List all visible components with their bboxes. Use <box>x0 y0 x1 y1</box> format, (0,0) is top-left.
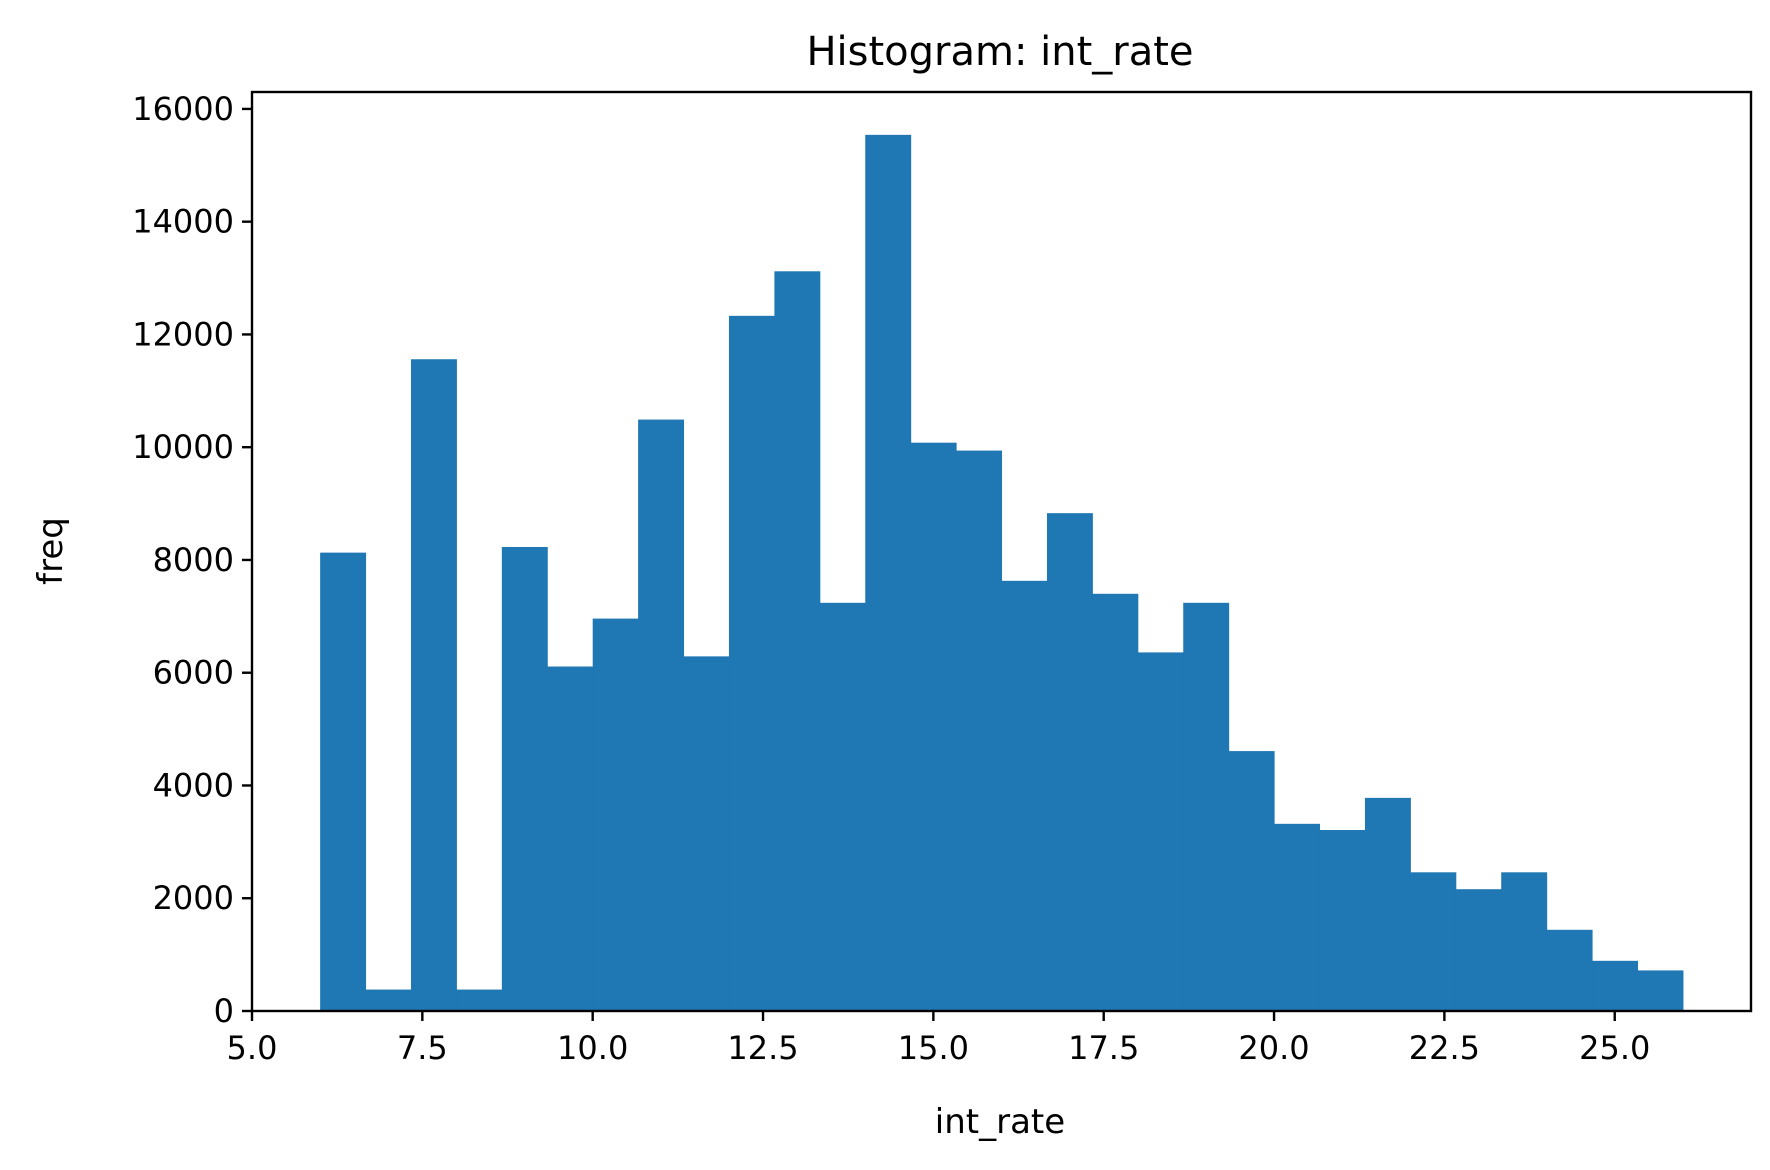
histogram-bar <box>1592 960 1639 1011</box>
histogram-bars <box>320 134 1684 1012</box>
histogram-bar <box>1637 970 1684 1011</box>
histogram-bar <box>456 989 503 1011</box>
histogram-bar <box>1274 823 1321 1011</box>
x-tick-label: 12.5 <box>727 1029 798 1067</box>
histogram-bar <box>774 271 821 1011</box>
histogram-bar <box>1183 602 1230 1011</box>
x-tick-label: 20.0 <box>1238 1029 1309 1067</box>
y-tick-label: 6000 <box>153 654 234 692</box>
histogram-bar <box>1455 889 1502 1011</box>
x-tick-label: 7.5 <box>397 1029 448 1067</box>
histogram-bar <box>365 989 412 1011</box>
histogram-bar <box>638 419 685 1011</box>
y-tick-label: 4000 <box>153 766 234 804</box>
histogram-bar <box>1001 580 1048 1011</box>
histogram-bar <box>592 618 639 1011</box>
histogram-bar <box>410 359 457 1011</box>
x-axis-ticks: 5.0 7.5 10.0 12.5 15.0 17.5 20.0 22.5 25.0 <box>227 1011 1650 1067</box>
y-tick-label: 12000 <box>132 315 234 353</box>
histogram-bar <box>1137 652 1184 1011</box>
histogram-bar <box>1228 751 1275 1011</box>
y-axis-ticks: 0 2000 4000 6000 8000 10000 12000 14000 16000 <box>132 90 252 1030</box>
x-tick-label: 10.0 <box>557 1029 628 1067</box>
histogram-bar <box>547 666 594 1011</box>
histogram-bar <box>501 546 548 1011</box>
histogram-bar <box>1092 593 1139 1011</box>
histogram-bar <box>683 656 730 1011</box>
x-tick-label: 15.0 <box>898 1029 969 1067</box>
histogram-bar <box>1501 872 1548 1011</box>
y-tick-label: 2000 <box>153 879 234 917</box>
y-tick-label: 0 <box>214 992 234 1030</box>
y-tick-label: 8000 <box>153 541 234 579</box>
histogram-bar <box>956 450 1003 1012</box>
y-tick-label: 10000 <box>132 428 234 466</box>
y-axis-label: freq <box>31 517 71 585</box>
histogram-bar <box>819 602 866 1011</box>
histogram-bar <box>1410 872 1457 1011</box>
y-tick-label: 16000 <box>132 90 234 128</box>
histogram-bar <box>1046 513 1093 1011</box>
x-tick-label: 22.5 <box>1409 1029 1480 1067</box>
histogram-bar <box>1319 830 1366 1011</box>
x-tick-label: 25.0 <box>1579 1029 1650 1067</box>
histogram-bar <box>1546 929 1593 1011</box>
x-tick-label: 5.0 <box>227 1029 278 1067</box>
plot-frame <box>250 90 1753 1013</box>
x-axis-label: int_rate <box>935 1102 1065 1142</box>
y-tick-label: 14000 <box>132 203 234 241</box>
histogram-bar <box>910 442 957 1011</box>
x-tick-label: 17.5 <box>1068 1029 1139 1067</box>
histogram-bar <box>865 134 912 1012</box>
histogram-bar <box>1364 797 1411 1011</box>
histogram-bar <box>320 552 367 1011</box>
histogram-bar <box>728 315 775 1012</box>
chart-title: Histogram: int_rate <box>806 29 1193 75</box>
